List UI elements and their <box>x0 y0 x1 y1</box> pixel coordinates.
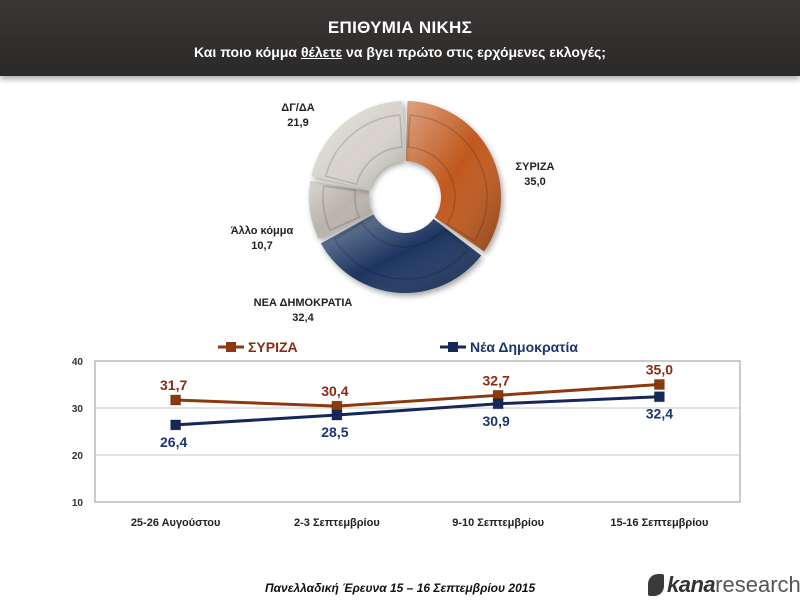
legend-label: Νέα Δημοκρατία <box>470 339 578 355</box>
data-label: 30,9 <box>483 413 510 429</box>
data-label: 32,7 <box>483 372 510 388</box>
donut-slice-label: ΝΕΑ ΔΗΜΟΚΡΑΤΙΑ <box>254 297 353 309</box>
donut-slice-label: ΔΓ/ΔΑ <box>281 102 314 114</box>
donut-slice-value: 35,0 <box>524 176 545 188</box>
x-tick-label: 25-26 Αυγούστου <box>131 517 221 529</box>
data-point <box>492 398 504 410</box>
donut-slice-bevel <box>322 185 361 232</box>
data-label: 35,0 <box>646 362 673 378</box>
survey-footer: Πανελλαδική Έρευνα 15 – 16 Σεπτεμβρίου 2… <box>265 581 536 595</box>
donut-slice-label: ΣΥΡΙΖΑ <box>516 161 555 173</box>
subtitle-post: να βγει πρώτο στις ερχόμενες εκλογές; <box>342 44 606 60</box>
donut-slice-shading <box>311 101 405 190</box>
data-label: 31,7 <box>160 377 187 393</box>
donut-slice-bevel <box>324 114 403 186</box>
logo-kana: kana <box>667 572 716 597</box>
data-label: 32,4 <box>646 406 673 422</box>
data-point <box>170 419 182 431</box>
legend-marker <box>226 342 236 352</box>
data-label: 26,4 <box>160 434 187 450</box>
donut-slice-value: 32,4 <box>292 312 314 324</box>
y-tick-label: 10 <box>72 498 84 509</box>
donut-slice-shading <box>405 101 501 252</box>
data-label: 28,5 <box>321 424 348 440</box>
series-line <box>175 383 660 408</box>
data-point <box>653 379 665 390</box>
y-tick-label: 40 <box>72 357 84 368</box>
page-subtitle: Και ποιο κόμμα θέλετε να βγει πρώτο στις… <box>0 44 800 60</box>
y-tick-label: 30 <box>72 404 84 415</box>
x-tick-label: 9-10 Σεπτεμβρίου <box>452 517 544 529</box>
donut-slice-label: Άλλο κόμμα <box>231 225 294 237</box>
donut-slice-shading <box>320 214 482 293</box>
donut-slice-value: 10,7 <box>251 240 272 252</box>
donut-slice-bevel <box>333 221 470 280</box>
y-tick-label: 20 <box>72 451 84 462</box>
page-title: ΕΠΙΘΥΜΙΑ ΝΙΚΗΣ <box>327 18 473 37</box>
data-label: 30,4 <box>321 383 348 399</box>
header: ΕΠΙΘΥΜΙΑ ΝΙΚΗΣ Και ποιο κόμμα θέλετε να … <box>0 0 800 76</box>
subtitle-pre: Και ποιο κόμμα <box>194 44 301 60</box>
donut-slice-value: 21,9 <box>287 117 308 129</box>
data-point <box>170 394 182 406</box>
kana-research-logo: kana research <box>648 571 800 599</box>
x-tick-label: 2-3 Σεπτεμβρίου <box>294 517 380 529</box>
kana-logo-icon <box>648 574 664 596</box>
data-point <box>331 409 343 421</box>
subtitle-underlined: θέλετε <box>300 44 343 60</box>
donut-slice-bevel <box>407 114 488 243</box>
plot-area <box>94 360 741 503</box>
data-point <box>653 391 665 403</box>
legend-label: ΣΥΡΙΖΑ <box>248 339 298 355</box>
donut-slice-shading <box>309 180 373 239</box>
x-tick-label: 15-16 Σεπτεμβρίου <box>610 517 708 529</box>
logo-research: research <box>715 572 800 597</box>
series-line <box>175 395 660 427</box>
legend-marker <box>448 342 458 352</box>
